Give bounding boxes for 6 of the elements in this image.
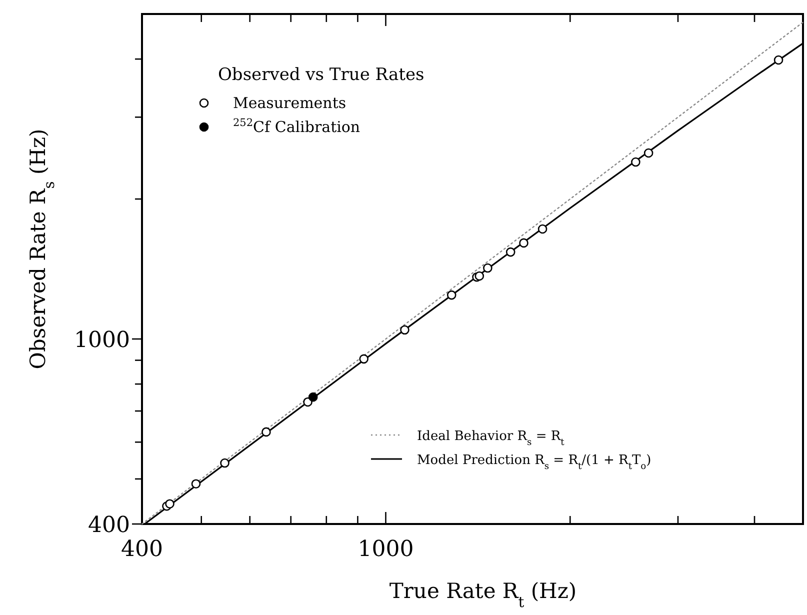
legend-label: Ideal Behavior R$_{s}$ = R$_{t}$: [417, 429, 565, 448]
legend-label: Measurements: [233, 94, 346, 112]
legend-label: $^{252}$Cf Calibration: [233, 117, 360, 136]
text: Model Prediction R$_{s}$ = R$_{t}$/(1 + R$_{t}$T$_{o}$): [417, 453, 652, 472]
x-axis-title: True Rate R$_{t}$ (Hz): [389, 579, 577, 610]
legend-title: Observed vs True Rates: [218, 65, 424, 85]
